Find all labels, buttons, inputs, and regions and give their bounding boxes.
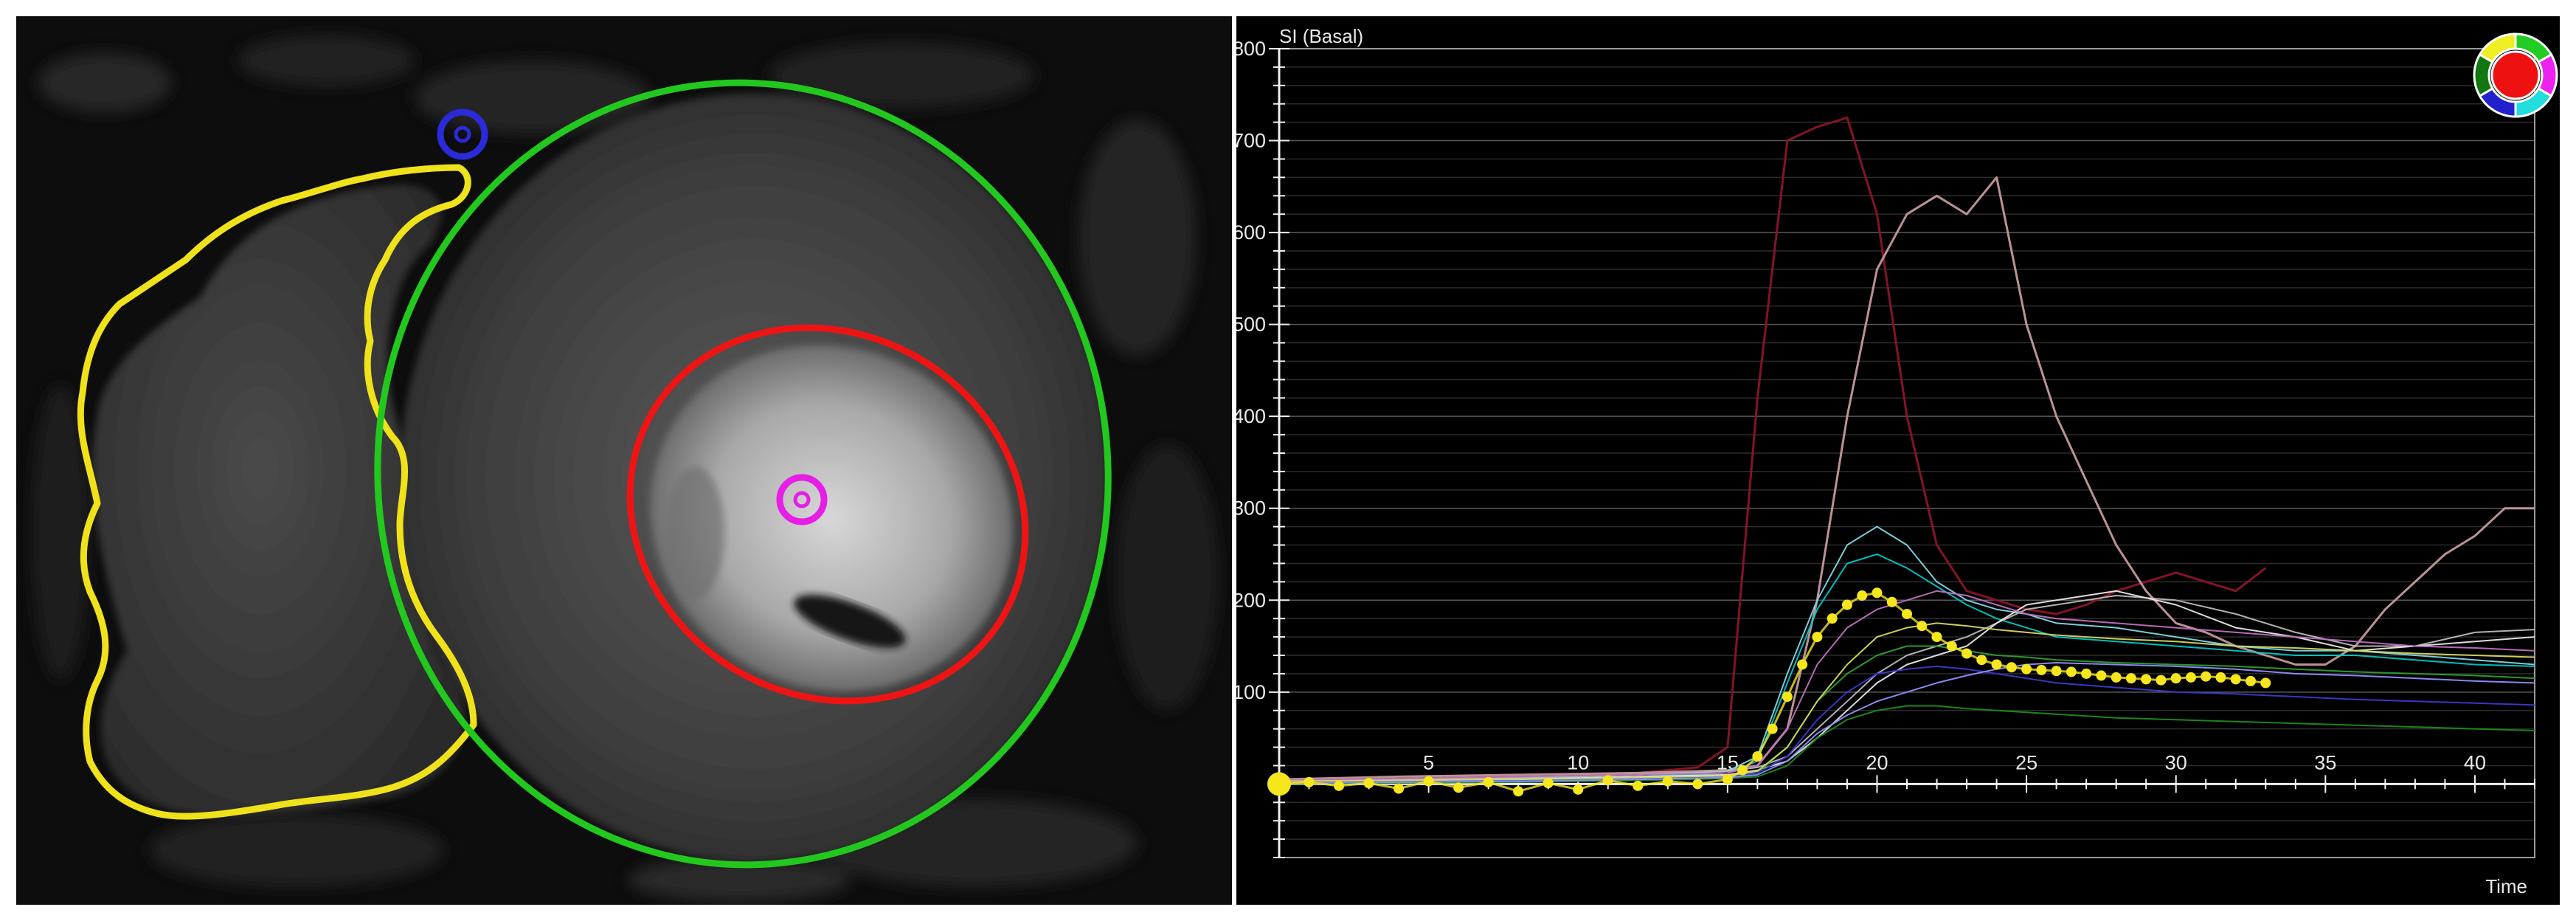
segment-legend-ring[interactable] xyxy=(2473,32,2558,118)
mean-curve-point xyxy=(2021,663,2032,675)
mean-curve-point xyxy=(1902,608,1912,619)
series-line-9 xyxy=(1278,705,2535,785)
grid-layer xyxy=(1278,48,2535,858)
series-layer xyxy=(1278,116,2535,785)
mean-curve-point xyxy=(2170,673,2181,684)
mri-image-panel xyxy=(16,16,1232,905)
endocardium-contour[interactable] xyxy=(561,256,1093,772)
mean-curve-point xyxy=(1976,655,1987,666)
mean-curve-point xyxy=(1782,691,1793,703)
mean-curve-point xyxy=(1946,641,1957,652)
series-line-5 xyxy=(1278,595,2535,782)
mean-curve-point xyxy=(1303,776,1315,787)
mean-curve-point xyxy=(2201,671,2212,682)
mean-curve-point xyxy=(2066,666,2077,677)
x-tick-label: 40 xyxy=(2464,751,2486,773)
mean-curve-point xyxy=(2006,662,2017,673)
mean-curve-point xyxy=(2141,674,2152,685)
y-axis-label: SI (Basal) xyxy=(1279,25,1363,47)
mean-curve-line xyxy=(1278,591,2266,793)
y-tick-label: 500 xyxy=(1236,314,1266,336)
papillary-muscle xyxy=(794,594,906,649)
mean-curve-point xyxy=(1737,765,1748,776)
series-line-3 xyxy=(1278,525,2535,783)
blood-pool xyxy=(650,345,1013,691)
mean-curve-point xyxy=(2230,674,2241,685)
lv-center-marker[interactable] xyxy=(776,474,828,525)
mean-curve-point xyxy=(1453,782,1464,793)
mean-curve-point xyxy=(1812,632,1823,643)
right-ventricle-contour[interactable] xyxy=(77,164,477,820)
mean-curve-point xyxy=(2185,672,2196,683)
series-line-6 xyxy=(1278,590,2535,784)
series-line-11 xyxy=(1278,662,2535,784)
mean-curve-point xyxy=(1872,587,1883,599)
mean-curve-point xyxy=(2081,668,2092,679)
y-tick-label: 400 xyxy=(1236,405,1266,427)
mean-curve-point xyxy=(1962,648,1973,659)
mean-curve-point xyxy=(1752,751,1763,762)
mean-curve-point xyxy=(1483,776,1494,787)
signal-intensity-chart: 100 200 300 400 500 600 700 800 5 10 15 20 25 30 35 40 … xyxy=(1236,16,2560,905)
series-line-2 xyxy=(1278,176,2535,781)
x-tick-label: 10 xyxy=(1567,751,1589,773)
mean-curve-point xyxy=(1841,599,1852,610)
mean-curve-point xyxy=(1917,621,1928,632)
series-line-1 xyxy=(1278,116,2267,785)
mean-curve-point xyxy=(2246,675,2257,686)
y-tick-label: 100 xyxy=(1236,681,1266,703)
series-line-7 xyxy=(1278,590,2535,782)
mean-curve-point xyxy=(1767,723,1778,734)
mean-curve-point xyxy=(2036,664,2047,675)
mean-curve-point xyxy=(1573,784,1584,795)
mean-curve-point xyxy=(1722,774,1733,785)
mean-curve-point xyxy=(1797,659,1808,670)
legend-segment[interactable] xyxy=(2478,32,2517,64)
x-tick-label: 5 xyxy=(1423,751,1434,773)
mean-curve-point xyxy=(1827,613,1838,624)
mean-curve-point xyxy=(2125,673,2136,684)
mean-curve-point xyxy=(2096,670,2107,681)
mean-curve-point xyxy=(1393,783,1405,794)
mean-curve-point xyxy=(1423,776,1434,787)
mean-curve-point xyxy=(2111,672,2122,683)
mean-curve-point xyxy=(1363,778,1374,789)
x-tick-label: 35 xyxy=(2314,751,2336,773)
mean-curve-point xyxy=(2260,677,2271,689)
mean-curve-point xyxy=(1334,780,1345,791)
mean-curve-point xyxy=(1991,659,2002,670)
mean-curve-point xyxy=(1931,632,1942,643)
mean-curve-point xyxy=(2215,672,2226,683)
y-tick-label: 700 xyxy=(1236,130,1266,152)
y-tick-label: 300 xyxy=(1236,497,1266,520)
mean-curve-point xyxy=(1632,780,1644,791)
x-tick-label: 20 xyxy=(1866,751,1888,773)
y-tick-label: 200 xyxy=(1236,589,1266,611)
mean-curve-point xyxy=(2156,675,2167,686)
mean-curve-layer xyxy=(1267,587,2271,797)
mean-curve-point xyxy=(1513,786,1524,797)
epicardium-contour[interactable] xyxy=(351,58,1135,889)
x-axis-label: Time xyxy=(2485,875,2527,897)
mean-curve-point xyxy=(1692,779,1703,790)
y-tick-label: 800 xyxy=(1236,38,1266,60)
series-line-12 xyxy=(1278,622,2535,782)
x-tick-label: 25 xyxy=(2015,751,2037,773)
rv-insertion-marker[interactable] xyxy=(437,108,488,160)
mean-curve-point xyxy=(2051,666,2062,677)
mean-curve-point xyxy=(1886,596,1897,607)
mri-short-axis-slice xyxy=(16,16,1232,905)
mean-curve-point xyxy=(1662,776,1673,787)
x-tick-label: 30 xyxy=(2165,751,2187,773)
legend-center[interactable] xyxy=(2490,50,2541,100)
series-line-10 xyxy=(1278,665,2535,783)
series-line-8 xyxy=(1278,645,2535,785)
mean-curve-point xyxy=(1602,775,1613,786)
curve-origin-point xyxy=(1267,772,1291,796)
y-tick-label: 600 xyxy=(1236,221,1266,244)
mean-curve-point xyxy=(1543,778,1554,789)
mean-curve-point xyxy=(1857,590,1868,601)
